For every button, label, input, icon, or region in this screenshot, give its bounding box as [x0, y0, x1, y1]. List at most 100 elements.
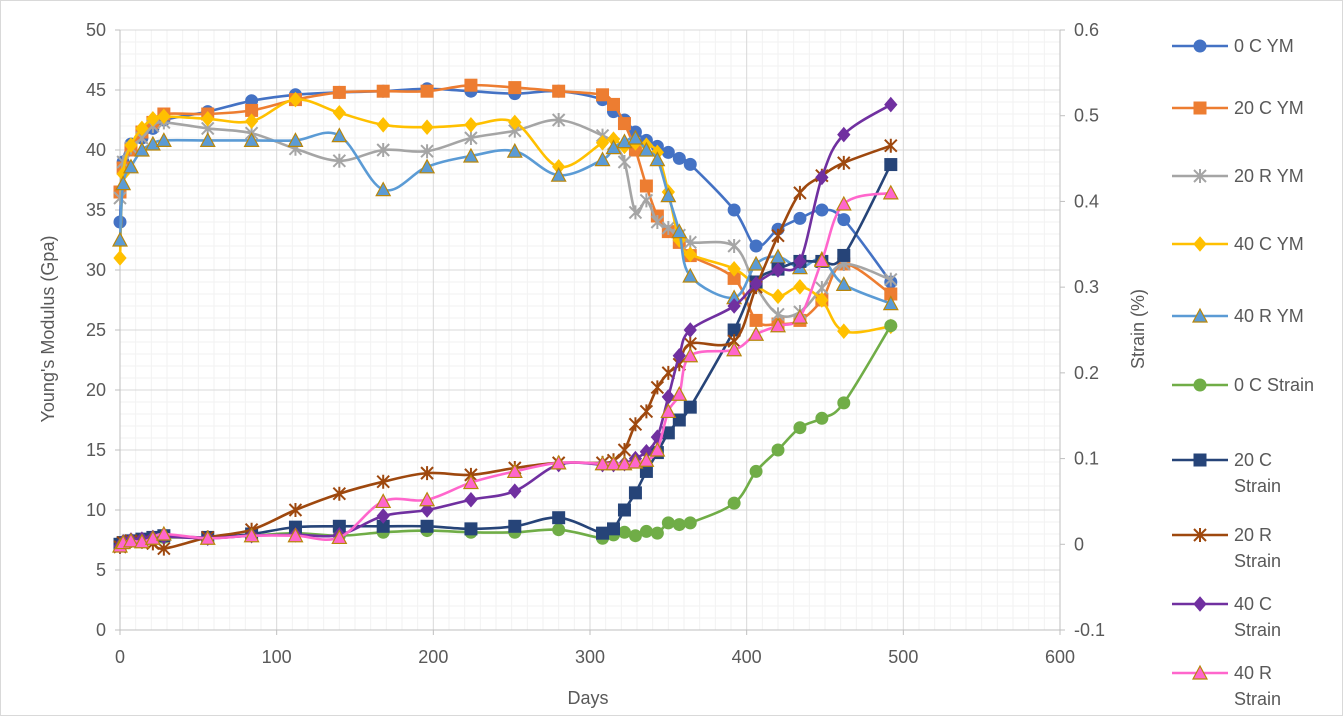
legend-label: 0 C YM: [1234, 36, 1294, 56]
legend-label: 20 R YM: [1234, 166, 1304, 186]
data-point: [331, 529, 348, 545]
data-point: [727, 239, 741, 253]
data-point: [111, 231, 129, 247]
data-point: [506, 142, 523, 158]
y-tick-label: 20: [86, 380, 106, 400]
legend-marker: [1191, 664, 1209, 680]
data-point: [464, 491, 478, 508]
data-point: [332, 85, 346, 99]
data-point: [672, 413, 686, 427]
y-tick-label: 0: [96, 620, 106, 640]
x-tick-label: 400: [732, 647, 762, 667]
data-point: [683, 157, 697, 171]
data-point: [835, 276, 852, 291]
data-point: [639, 524, 653, 538]
legend-item: 40 C YM: [1172, 234, 1304, 254]
data-point: [793, 211, 807, 225]
legend-item: 40 C Strain: [1172, 594, 1281, 640]
data-point: [771, 443, 785, 457]
legend-label: 20 C YM: [1234, 98, 1304, 118]
data-point: [288, 91, 303, 108]
data-point: [596, 88, 610, 102]
legend-marker: [1193, 378, 1207, 392]
data-point: [157, 108, 171, 125]
data-point: [650, 215, 665, 229]
legend-marker: [1193, 39, 1207, 53]
data-point: [661, 145, 675, 159]
data-point: [287, 132, 304, 147]
data-point: [638, 452, 655, 467]
data-point: [420, 466, 434, 481]
data-point: [793, 421, 807, 435]
data-point: [628, 205, 643, 220]
data-point: [793, 253, 807, 270]
data-point: [375, 181, 392, 197]
data-point: [749, 464, 763, 478]
data-point: [727, 261, 741, 277]
data-point: [813, 252, 830, 268]
legend-label: Strain: [1234, 689, 1281, 709]
data-point: [683, 516, 697, 530]
data-point: [552, 511, 566, 525]
data-point: [552, 84, 566, 98]
data-point: [639, 179, 653, 193]
legend-item: 20 C Strain: [1172, 450, 1281, 496]
data-point: [771, 262, 785, 278]
data-point: [837, 248, 851, 262]
data-point: [607, 97, 620, 111]
data-point: [508, 81, 522, 95]
data-point: [683, 246, 697, 263]
data-point: [135, 120, 149, 137]
data-point: [332, 486, 347, 501]
data-point: [639, 404, 654, 419]
data-point: [882, 184, 899, 200]
data-point: [661, 516, 675, 530]
legend-marker: [1193, 528, 1207, 542]
data-point: [155, 525, 172, 541]
data-point: [508, 483, 522, 499]
data-point: [420, 519, 434, 533]
x-tick-label: 200: [418, 647, 448, 667]
series-40-r-strain: [111, 184, 899, 553]
data-point: [243, 527, 260, 543]
data-point: [332, 153, 347, 168]
data-point: [727, 298, 741, 314]
x-axis-title: Days: [567, 688, 608, 708]
data-point: [837, 155, 851, 170]
legend-label: 40 R: [1234, 663, 1272, 683]
legend-item: 0 C Strain: [1172, 375, 1314, 395]
data-point: [837, 213, 851, 227]
data-point: [884, 319, 898, 333]
data-point: [462, 147, 479, 163]
y2-tick-label: 0.4: [1074, 191, 1099, 211]
data-point: [199, 132, 216, 147]
data-point: [727, 203, 741, 217]
data-point: [419, 158, 436, 174]
data-point: [332, 105, 346, 121]
data-point: [506, 463, 523, 479]
data-point: [376, 143, 390, 157]
data-point: [791, 308, 808, 324]
data-point: [419, 491, 436, 507]
data-point: [124, 137, 138, 153]
y-tick-label: 35: [86, 200, 106, 220]
data-point: [639, 193, 654, 208]
data-point: [616, 455, 633, 471]
y-tick-label: 10: [86, 500, 106, 520]
legend: 0 C YM 20 C YM 20 R YM 40 C YM 40 R YM 0 C St…: [1172, 36, 1314, 709]
data-point: [155, 132, 172, 147]
legend-marker: [1193, 453, 1207, 467]
legend-label: 20 C: [1234, 450, 1272, 470]
y2-axis-title: Strain (%): [1128, 289, 1148, 369]
x-tick-label: 600: [1045, 647, 1075, 667]
data-point: [420, 502, 434, 518]
data-point: [882, 295, 899, 311]
legend-item: 0 C YM: [1172, 36, 1294, 56]
data-point: [508, 519, 522, 533]
data-point: [661, 221, 676, 235]
data-point: [550, 454, 567, 470]
data-point: [649, 441, 666, 457]
data-point: [122, 158, 139, 174]
data-point: [244, 113, 259, 129]
data-point: [594, 151, 611, 167]
